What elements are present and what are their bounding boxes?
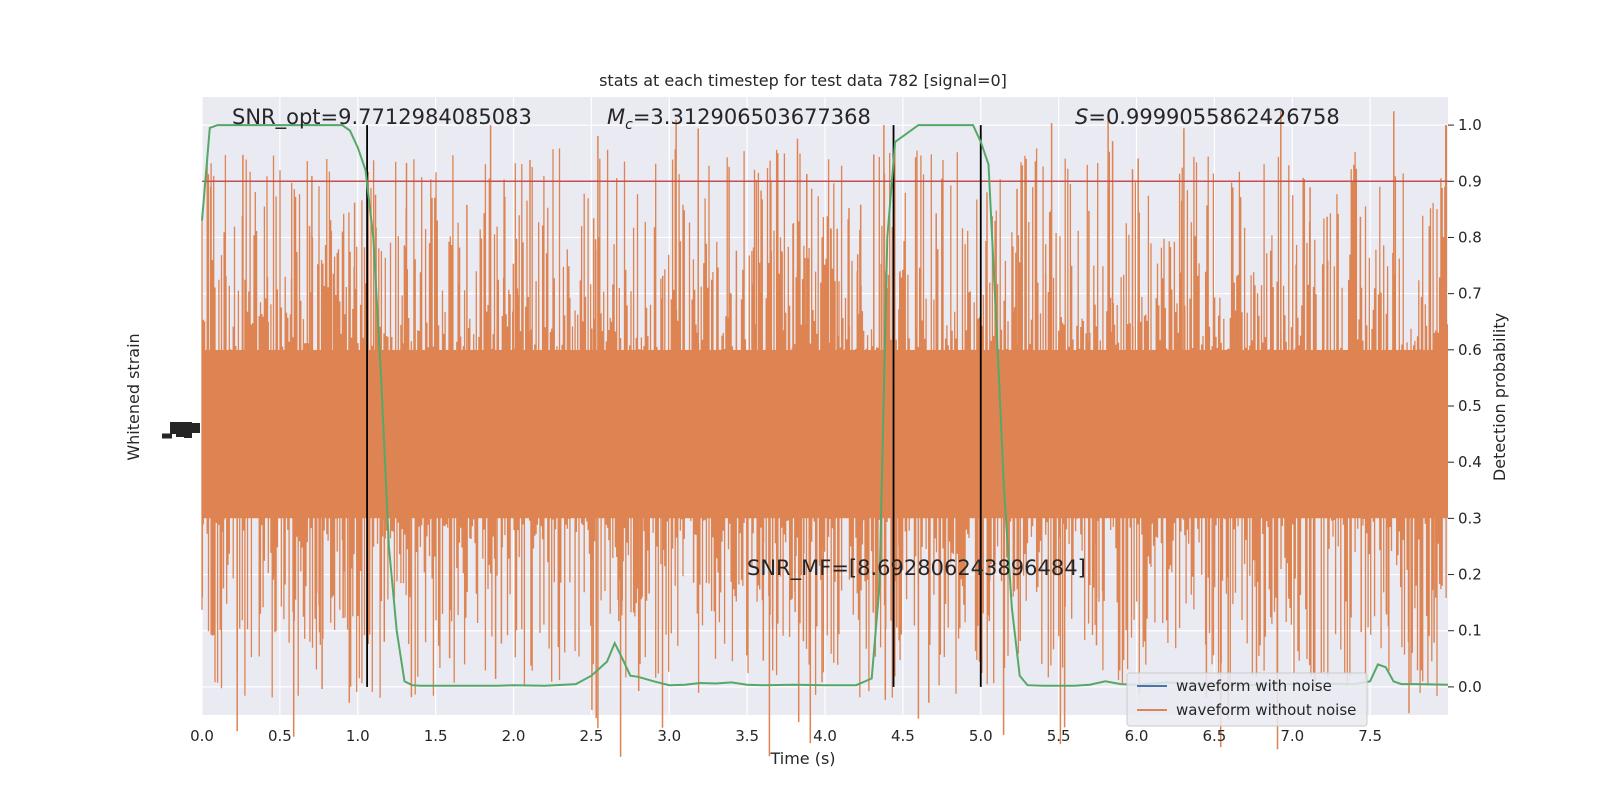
right-tick-label: 0.5 [1458, 397, 1482, 415]
x-tick-label: 4.5 [891, 727, 915, 745]
x-tick-label: 4.0 [813, 727, 837, 745]
x-tick-label: 3.5 [735, 727, 759, 745]
x-tick-label: 0.5 [268, 727, 292, 745]
right-tick-label: 0.2 [1458, 566, 1482, 584]
right-tick-label: 1.0 [1458, 116, 1482, 134]
x-tick-label: 2.0 [502, 727, 526, 745]
x-tick-label: 1.5 [424, 727, 448, 745]
mc-annotation: Mc=3.312906503677368 [607, 105, 871, 133]
right-tick-label: 0.1 [1458, 622, 1482, 640]
snr-mf-annotation: SNR_MF=[8.692806243896484] [747, 556, 1086, 581]
snr-opt-annotation: SNR_opt=9.7712984085083 [232, 105, 532, 130]
left-tick-label-garbled [184, 422, 192, 438]
right-tick-label: 0.6 [1458, 341, 1482, 359]
left-tick-label-garbled [192, 423, 200, 433]
x-axis-ticks: 0.0 0.5 1.0 1.5 2.0 2.5 3.0 3.5 4.0 4.5 5.0 5.5 6.0 6… [190, 727, 1382, 745]
x-tick-label: 7.0 [1280, 727, 1304, 745]
legend: waveform with noise waveform without noi… [1126, 672, 1368, 727]
x-tick-label: 1.0 [346, 727, 370, 745]
chart-title: stats at each timestep for test data 782… [599, 71, 1007, 90]
right-tick-label: 0.4 [1458, 453, 1482, 471]
legend-box [1126, 672, 1368, 727]
legend-label-without-noise: waveform without noise [1176, 701, 1356, 719]
x-tick-label: 5.5 [1047, 727, 1071, 745]
x-tick-label: 0.0 [190, 727, 214, 745]
right-tick-label: 0.7 [1458, 285, 1482, 303]
left-axis-ticks [162, 422, 200, 439]
x-tick-label: 6.0 [1125, 727, 1149, 745]
noise-spikes [201, 111, 1435, 757]
right-tick-label: 0.3 [1458, 509, 1482, 527]
s-annotation: S=0.9999055862426758 [1075, 105, 1340, 129]
x-tick-label: 2.5 [579, 727, 603, 745]
legend-label-with-noise: waveform with noise [1176, 677, 1332, 695]
right-tick-label: 0.0 [1458, 678, 1482, 696]
left-tick-label-garbled [162, 433, 172, 439]
x-tick-label: 5.0 [969, 727, 993, 745]
right-tick-label: 0.9 [1458, 172, 1482, 190]
right-tick-label: 0.8 [1458, 228, 1482, 246]
left-tick-label-garbled [176, 427, 188, 437]
x-tick-label: 3.0 [657, 727, 681, 745]
x-tick-label: 7.5 [1358, 727, 1382, 745]
left-axis-label: Whitened strain [124, 333, 143, 460]
right-axis-ticks: 0.0 0.1 0.2 0.3 0.4 0.5 0.6 0.7 0.8 0.9 1.0 [1448, 116, 1482, 696]
x-tick-label: 6.5 [1202, 727, 1226, 745]
x-axis-label: Time (s) [769, 749, 835, 768]
right-axis-label: Detection probability [1490, 313, 1509, 481]
vertical-markers [366, 125, 982, 687]
waveform-noise-series [201, 111, 1449, 757]
